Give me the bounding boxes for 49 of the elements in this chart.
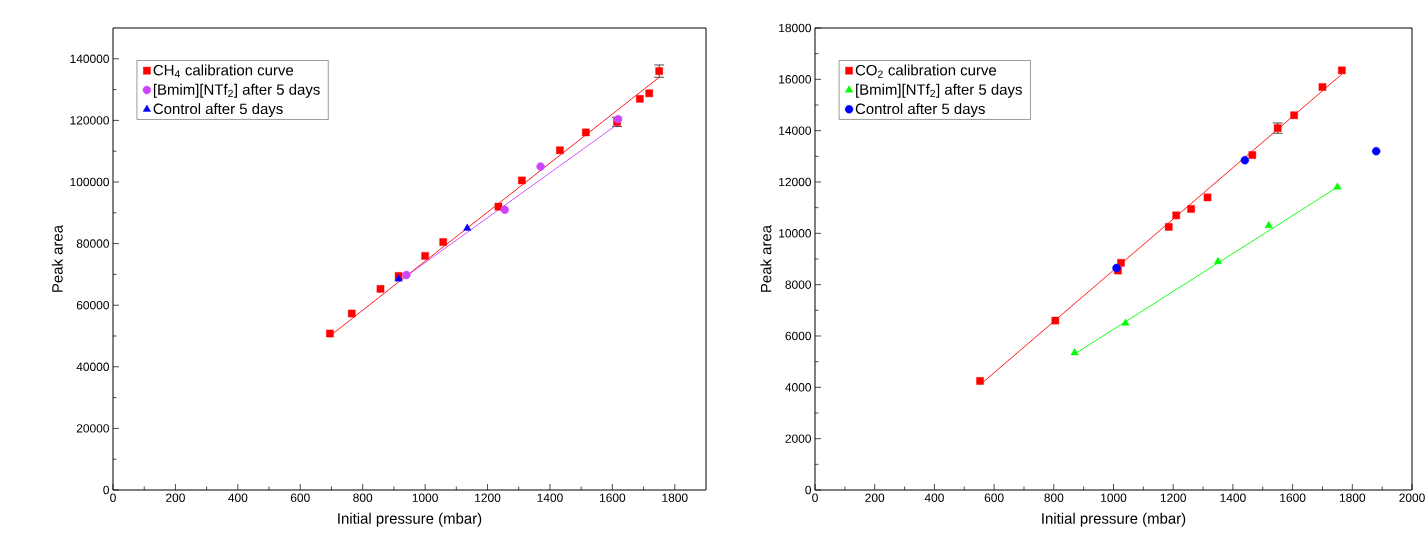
- x-tick-label: 600: [984, 493, 1004, 502]
- x-tick-label: 1600: [1280, 493, 1306, 502]
- x-tick-label: 2000: [1399, 493, 1425, 502]
- y-tick-label: 16000: [779, 75, 812, 84]
- y-tick-label: 10000: [779, 229, 812, 238]
- x-tick-label: 200: [865, 493, 885, 502]
- x-tick-label: 1200: [475, 493, 501, 502]
- y-tick-label: 6000: [785, 331, 812, 341]
- x-tick-label: 600: [290, 493, 310, 502]
- y-axis-title: Peak area: [51, 224, 63, 292]
- y-tick-label: 14000: [779, 126, 812, 135]
- y-tick-label: 2000: [785, 434, 812, 443]
- y-tick-label: 40000: [76, 362, 110, 372]
- y-axis-title: Peak area: [760, 224, 772, 292]
- legend-label: CH$_{4}$ calibration curve: [153, 64, 294, 78]
- y-tick-label: 80000: [76, 239, 110, 248]
- legend-label: Control after 5 days: [153, 103, 283, 118]
- x-tick-label: 1400: [1220, 493, 1246, 502]
- x-axis-title: Initial pressure (mbar): [1042, 512, 1186, 527]
- x-tick-label: 1400: [537, 493, 563, 502]
- x-tick-label: 1000: [1101, 493, 1127, 502]
- legend-label: CO$_{2}$ calibration curve: [855, 64, 997, 78]
- y-tick-label: 100000: [70, 177, 110, 187]
- x-tick-label: 1000: [412, 493, 438, 502]
- legend-label: [Bmim][NTf$_{2}$] after 5 days: [153, 83, 320, 98]
- y-tick-label: 20000: [76, 424, 110, 433]
- y-tick-label: 0: [805, 485, 812, 495]
- x-tick-label: 400: [924, 493, 944, 502]
- x-tick-label: 800: [353, 493, 373, 502]
- x-tick-label: 1800: [1339, 493, 1366, 502]
- y-tick-label: 18000: [779, 23, 812, 33]
- x-axis-title: Initial pressure (mbar): [338, 512, 482, 527]
- x-tick-label: 1200: [1160, 493, 1187, 502]
- x-tick-label: 1800: [662, 493, 688, 502]
- x-tick-label: 400: [228, 493, 248, 502]
- y-tick-label: 8000: [785, 280, 812, 289]
- y-tick-label: 60000: [76, 300, 110, 310]
- x-tick-label: 200: [166, 493, 185, 502]
- x-tick-label: 800: [1044, 493, 1064, 502]
- x-tick-label: 1600: [599, 493, 626, 502]
- legend-label: Control after 5 days: [855, 103, 985, 118]
- legend-label: [Bmim][NTf$_{2}$] after 5 days: [856, 83, 1022, 98]
- y-tick-label: 12000: [779, 177, 812, 187]
- y-tick-label: 140000: [70, 54, 110, 64]
- y-tick-label: 120000: [70, 116, 110, 125]
- y-tick-label: 0: [103, 485, 110, 495]
- y-tick-label: 4000: [785, 383, 812, 392]
- x-tick-label: 0: [812, 493, 818, 502]
- x-tick-label: 0: [110, 493, 116, 502]
